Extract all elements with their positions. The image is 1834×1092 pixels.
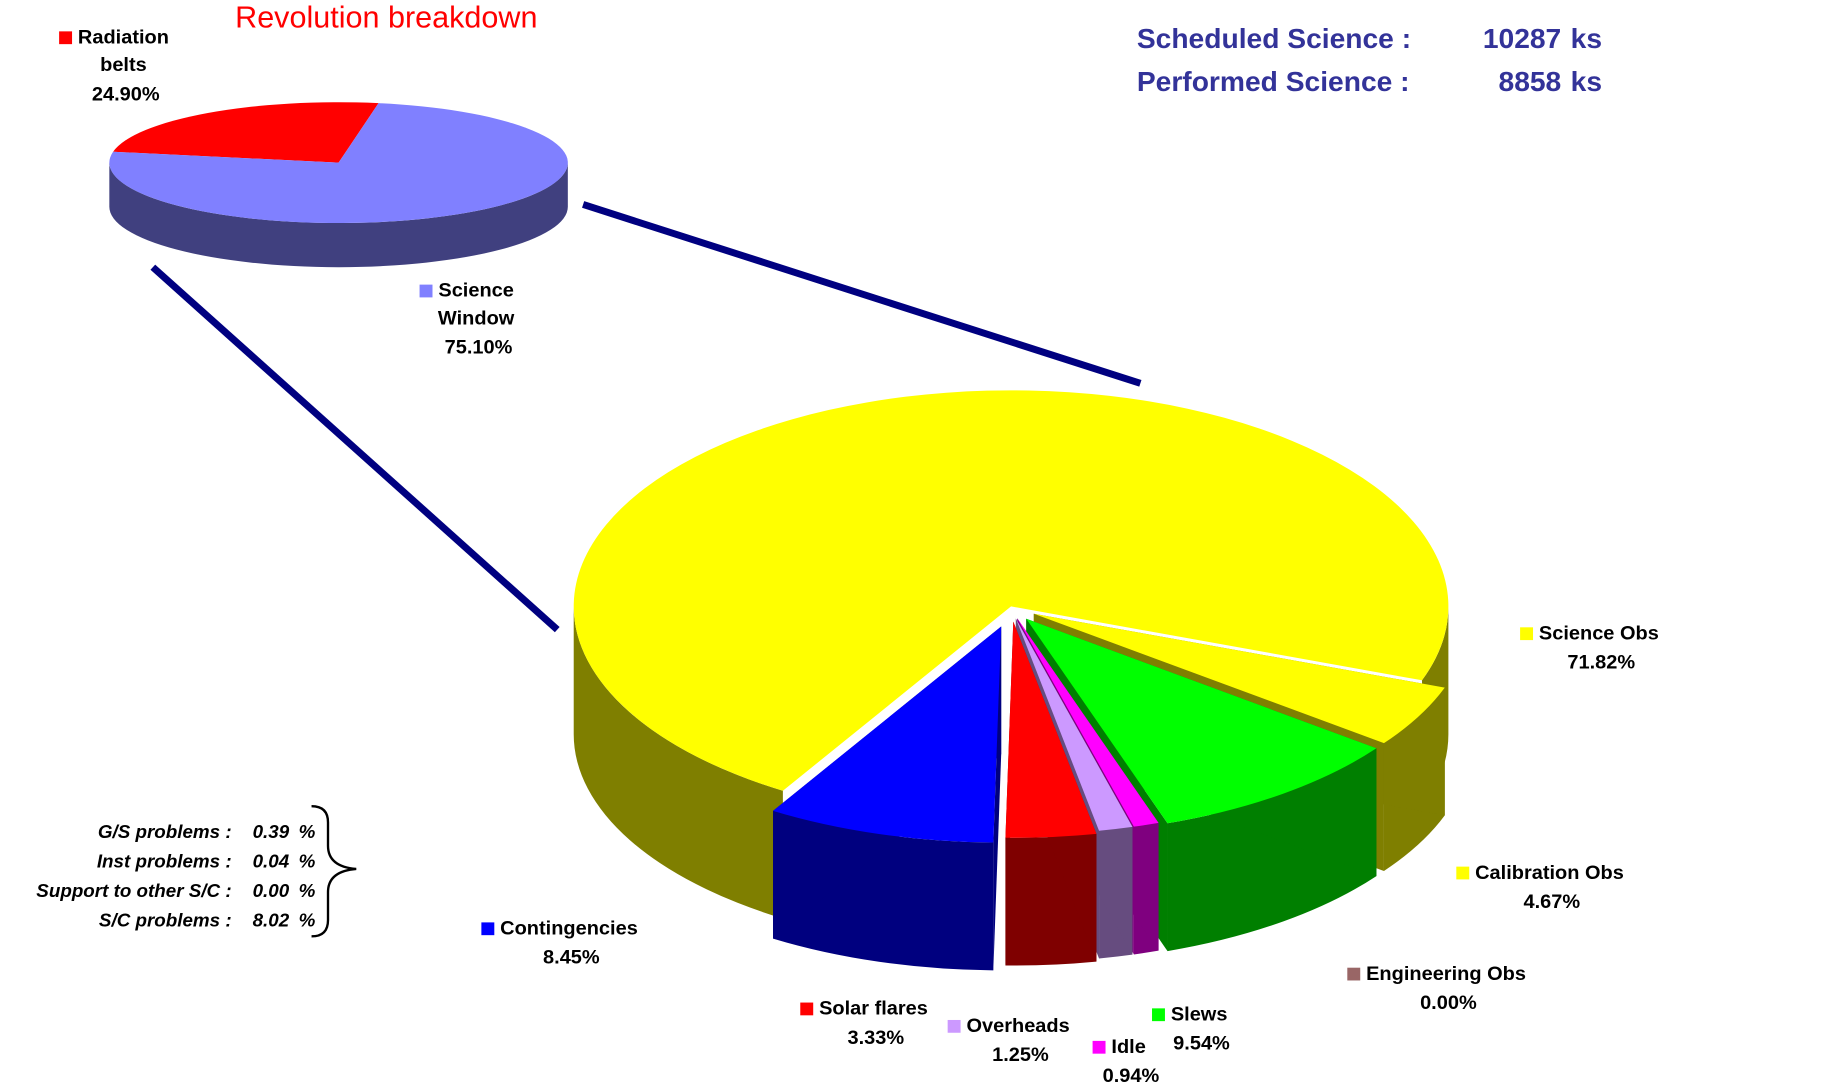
slice-value-label: 4.67% bbox=[1524, 891, 1581, 913]
legend-swatch bbox=[947, 1019, 961, 1033]
science-label: Performed Science : bbox=[1137, 66, 1410, 97]
science-unit: ks bbox=[1571, 23, 1602, 54]
science-unit: ks bbox=[1571, 66, 1602, 97]
slice-label-line: Science bbox=[438, 280, 514, 302]
slice-label: Idle bbox=[1111, 1036, 1145, 1058]
pie-slice bbox=[773, 626, 1002, 843]
slice-label-line: Window bbox=[438, 308, 515, 330]
slice-value-label: 3.33% bbox=[848, 1027, 905, 1049]
breakdown-label: Support to other S/C : bbox=[36, 880, 231, 901]
slice-label: Radiation belts bbox=[78, 27, 169, 77]
breakdown-unit: % bbox=[299, 821, 316, 842]
pie-slice bbox=[113, 102, 379, 163]
slice-value-label: 0.00% bbox=[1420, 992, 1477, 1014]
pie-slice bbox=[1005, 621, 1097, 838]
breakdown-label: S/C problems : bbox=[99, 910, 232, 931]
breakdown-label: Inst problems : bbox=[97, 851, 232, 872]
science-label: Scheduled Science : bbox=[1137, 23, 1411, 54]
connector bbox=[582, 201, 1142, 387]
slice-label: Science Obs bbox=[1539, 623, 1659, 645]
breakdown-unit: % bbox=[299, 910, 316, 931]
slice-label: Overheads bbox=[966, 1015, 1069, 1037]
science-value: 8858 bbox=[1499, 66, 1562, 97]
legend-swatch bbox=[419, 284, 433, 298]
breakdown-unit: % bbox=[299, 880, 316, 901]
slice-value-label: 24.90% bbox=[92, 84, 160, 106]
pie-slice bbox=[1033, 613, 1445, 744]
slice-value-label: 0.94% bbox=[1103, 1065, 1160, 1087]
breakdown-unit: % bbox=[299, 851, 316, 872]
slice-value-label: 75.10% bbox=[445, 337, 513, 359]
legend-swatch bbox=[59, 31, 73, 45]
slice-label: Calibration Obs bbox=[1475, 862, 1624, 884]
pie-slice-side bbox=[573, 606, 783, 919]
slice-label: Solar flares bbox=[819, 998, 928, 1020]
legend-swatch bbox=[1152, 1008, 1165, 1022]
breakdown-value: 0.04 bbox=[253, 851, 290, 872]
slice-label: Engineering Obs bbox=[1366, 963, 1526, 985]
slice-label: Science Window bbox=[438, 280, 515, 330]
slice-value-label: 9.54% bbox=[1173, 1033, 1230, 1055]
science-value: 10287 bbox=[1483, 23, 1561, 54]
pie-slice bbox=[1017, 618, 1159, 827]
pie-slice bbox=[1015, 618, 1133, 831]
slice-label-line: Radiation bbox=[78, 27, 169, 49]
legend-swatch bbox=[1456, 866, 1470, 880]
breakdown-value: 0.00 bbox=[253, 880, 290, 901]
pie-slice bbox=[1026, 618, 1377, 824]
slice-label: Contingencies bbox=[500, 918, 638, 940]
slice-value-label: 8.45% bbox=[543, 947, 600, 969]
legend-swatch bbox=[800, 1002, 814, 1016]
breakdown-value: 0.39 bbox=[253, 821, 290, 842]
slice-value-label: 71.82% bbox=[1567, 652, 1635, 674]
chart-title: Revolution breakdown bbox=[235, 1, 537, 35]
pie-slice-side bbox=[109, 162, 568, 268]
plot: Radiation belts 24.90% Science Window 75.10% C… bbox=[36, 23, 1659, 1087]
connector bbox=[150, 264, 560, 633]
legend-swatch bbox=[481, 922, 495, 936]
brace bbox=[311, 805, 357, 938]
breakdown-value: 8.02 bbox=[253, 910, 290, 931]
legend-swatch bbox=[1347, 967, 1361, 981]
pie-slice bbox=[109, 103, 568, 224]
slice-label: Slews bbox=[1171, 1004, 1228, 1026]
slice-label-line: belts bbox=[100, 55, 147, 77]
pie-slice bbox=[573, 390, 1449, 791]
legend-swatch bbox=[1092, 1040, 1106, 1054]
breakdown-label: G/S problems : bbox=[98, 821, 232, 842]
slice-value-label: 1.25% bbox=[992, 1044, 1049, 1066]
legend-swatch bbox=[1520, 627, 1534, 641]
